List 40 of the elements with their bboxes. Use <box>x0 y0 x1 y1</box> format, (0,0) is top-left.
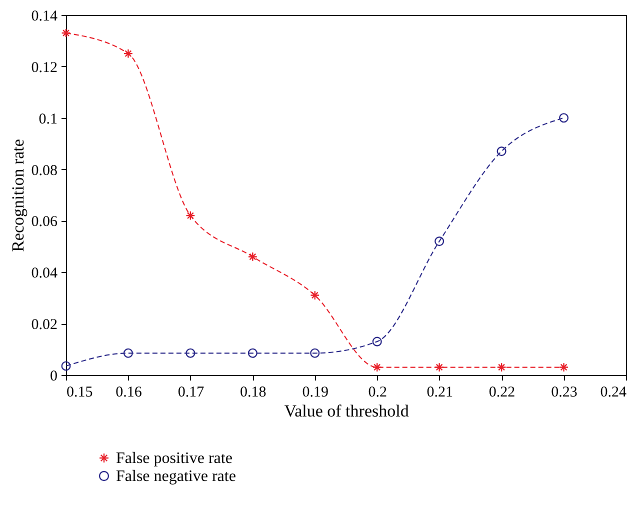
point <box>186 210 196 220</box>
x-tick-label: 0.15 <box>66 384 93 400</box>
legend-label: False positive rate <box>116 450 232 467</box>
point <box>496 146 506 156</box>
point <box>434 362 444 372</box>
x-tick-label: 0.19 <box>302 384 329 400</box>
point <box>61 361 71 371</box>
y-tick-label: 0.14 <box>31 8 58 24</box>
point <box>558 362 569 372</box>
y-tick-label: 0 <box>50 368 58 384</box>
point <box>61 28 71 38</box>
x-tick-label: 0.21 <box>426 384 453 400</box>
y-tick-label: 0.1 <box>38 111 58 128</box>
point <box>248 348 258 358</box>
point <box>558 113 569 123</box>
y-tick-label: 0.12 <box>31 60 58 76</box>
point <box>372 362 382 372</box>
x-tick-label: 0.2 <box>368 384 387 400</box>
point <box>434 236 444 246</box>
point <box>310 348 320 358</box>
x-tick-label: 0.24 <box>600 384 627 400</box>
x-axis-title: Value of threshold <box>284 402 410 420</box>
y-tick-label: 0.08 <box>31 162 58 179</box>
point <box>496 362 506 372</box>
y-axis-title: Recognition rate <box>8 139 28 252</box>
y-tick-label: 0.02 <box>31 317 58 334</box>
point <box>186 348 196 358</box>
x-tick-label: 0.23 <box>551 384 578 400</box>
point <box>310 290 320 300</box>
point <box>248 252 258 262</box>
x-tick-label: 0.18 <box>240 384 266 400</box>
point <box>123 48 134 58</box>
x-tick-label: 0.17 <box>178 384 205 400</box>
x-tick-label: 0.16 <box>116 384 142 400</box>
x-tick-label: 0.22 <box>488 384 516 400</box>
y-tick-label: 0.06 <box>31 214 58 230</box>
point <box>123 348 134 358</box>
legend-label: False negative rate <box>116 468 236 485</box>
y-tick-label: 0.04 <box>31 266 58 282</box>
point <box>372 336 382 346</box>
